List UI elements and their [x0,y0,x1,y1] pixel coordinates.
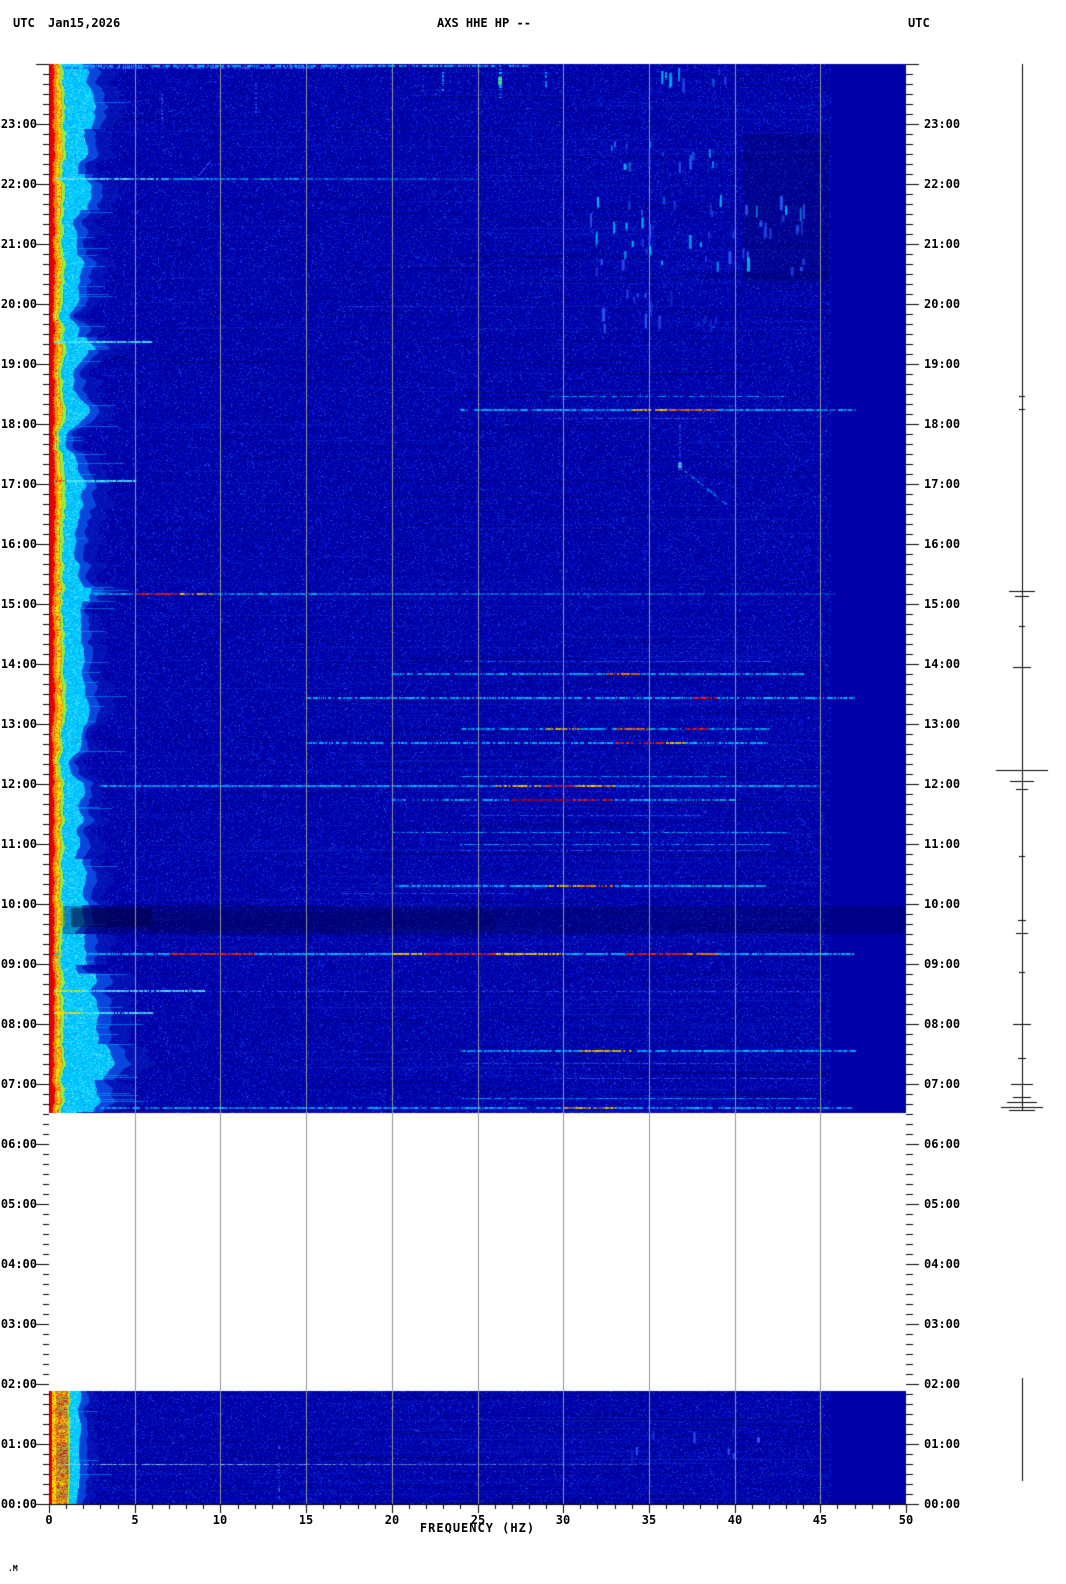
hour-label-right: 15:00 [924,597,961,611]
utc-label-left: UTC [13,16,35,30]
freq-tick-label: 0 [45,1513,53,1527]
hour-label-right: 11:00 [924,837,961,851]
hour-label-right: 01:00 [924,1437,961,1451]
freq-tick-label: 45 [812,1513,828,1527]
hour-label-left: 02:00 [0,1377,37,1391]
hour-label-right: 23:00 [924,117,961,131]
hour-label-left: 18:00 [0,417,37,431]
hour-label-right: 19:00 [924,357,961,371]
hour-label-right: 10:00 [924,897,961,911]
hour-label-right: 04:00 [924,1257,961,1271]
freq-tick-label: 50 [898,1513,914,1527]
freq-tick-label: 15 [298,1513,314,1527]
hour-label-left: 19:00 [0,357,37,371]
hour-label-left: 14:00 [0,657,37,671]
hour-label-right: 21:00 [924,237,961,251]
hour-label-right: 08:00 [924,1017,961,1031]
hour-label-left: 00:00 [0,1497,37,1511]
freq-tick-label: 35 [641,1513,657,1527]
freq-tick-label: 25 [470,1513,486,1527]
freq-tick-label: 40 [727,1513,743,1527]
hour-label-left: 04:00 [0,1257,37,1271]
freq-tick-label: 30 [555,1513,571,1527]
hour-label-left: 15:00 [0,597,37,611]
utc-label-right: UTC [908,16,930,30]
hour-label-left: 12:00 [0,777,37,791]
hour-label-right: 13:00 [924,717,961,731]
hour-label-left: 09:00 [0,957,37,971]
hour-label-right: 06:00 [924,1137,961,1151]
hour-label-right: 12:00 [924,777,961,791]
hour-label-right: 18:00 [924,417,961,431]
x-axis-title: FREQUENCY (HZ) [419,1521,536,1535]
hour-label-left: 13:00 [0,717,37,731]
watermark: .M [8,1564,18,1573]
freq-tick-label: 10 [212,1513,228,1527]
freq-tick-label: 20 [384,1513,400,1527]
hour-label-left: 23:00 [0,117,37,131]
hour-label-right: 17:00 [924,477,961,491]
hour-label-right: 09:00 [924,957,961,971]
hour-label-left: 17:00 [0,477,37,491]
hour-label-left: 11:00 [0,837,37,851]
hour-label-right: 14:00 [924,657,961,671]
page-title: AXS HHE HP -- [437,16,531,30]
hour-label-left: 08:00 [0,1017,37,1031]
hour-label-right: 20:00 [924,297,961,311]
hour-label-left: 01:00 [0,1437,37,1451]
hour-label-right: 05:00 [924,1197,961,1211]
hour-label-left: 03:00 [0,1317,37,1331]
date-label: Jan15,2026 [48,16,121,30]
freq-tick-label: 5 [131,1513,139,1527]
hour-label-left: 20:00 [0,297,37,311]
hour-label-right: 03:00 [924,1317,961,1331]
hour-label-left: 16:00 [0,537,37,551]
hour-label-left: 22:00 [0,177,37,191]
hour-label-right: 00:00 [924,1497,961,1511]
hour-label-right: 22:00 [924,177,961,191]
hour-label-left: 06:00 [0,1137,37,1151]
hour-label-left: 10:00 [0,897,37,911]
hour-label-left: 21:00 [0,237,37,251]
hour-label-left: 07:00 [0,1077,37,1091]
hour-label-right: 16:00 [924,537,961,551]
hour-label-right: 07:00 [924,1077,961,1091]
hour-label-right: 02:00 [924,1377,961,1391]
hour-label-left: 05:00 [0,1197,37,1211]
